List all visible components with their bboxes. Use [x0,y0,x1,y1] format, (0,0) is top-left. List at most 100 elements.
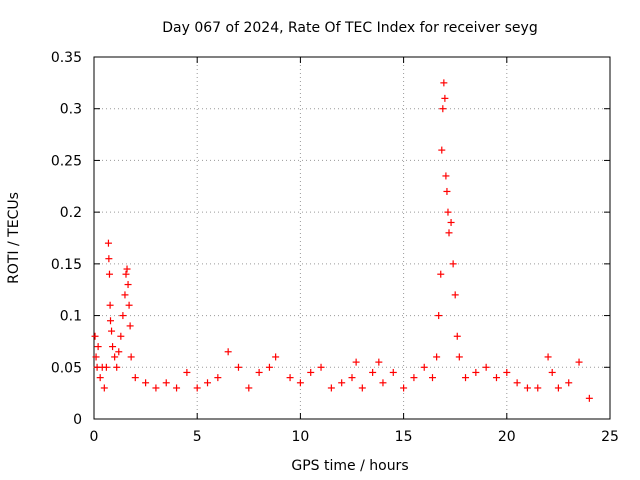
data-point [369,368,377,376]
data-point [455,353,463,361]
data-point [453,332,461,340]
data-point [410,374,418,382]
data-point [108,327,116,335]
data-point [443,187,451,195]
data-point [435,312,443,320]
data-point [444,208,452,216]
x-tick-label: 15 [395,429,413,445]
data-point [183,368,191,376]
grid-lines [94,57,610,419]
plot-frame [93,56,611,420]
data-point [119,312,127,320]
data-point [420,363,428,371]
data-point [548,368,556,376]
y-tick-label: 0.25 [51,153,82,169]
data-point [173,384,181,392]
data-points [91,79,593,402]
data-point [265,363,273,371]
data-point [352,358,360,366]
data-point [451,291,459,299]
data-point [117,332,125,340]
data-point [358,384,366,392]
x-tick-label: 0 [90,429,99,445]
data-point [224,348,232,356]
data-point [379,379,387,387]
data-point [575,358,583,366]
data-point [327,384,335,392]
data-point [152,384,160,392]
data-point [131,374,139,382]
data-point [428,374,436,382]
data-point [462,374,470,382]
data-point [193,384,201,392]
data-point [554,384,562,392]
data-point [122,270,130,278]
y-tick-label: 0.15 [51,257,82,273]
data-point [523,384,531,392]
x-tick-label: 25 [601,429,619,445]
data-point [449,260,457,268]
data-point [105,270,113,278]
y-tick-label: 0.2 [60,205,82,221]
data-point [109,343,117,351]
data-point [307,368,315,376]
x-tick-label: 10 [291,429,309,445]
data-point [565,379,573,387]
data-point [482,363,490,371]
data-point [100,384,108,392]
data-point [125,301,133,309]
axis-ticks: 0 5 10 15 20 25 0 0.05 0.1 0.15 0.2 0.25 0.3 0.35 [51,50,619,445]
x-axis-label: GPS time / hours [291,458,408,474]
y-tick-label: 0.3 [60,102,82,118]
data-point [106,301,114,309]
data-point [255,368,263,376]
data-point [234,363,242,371]
y-tick-label: 0 [73,412,82,428]
data-point [442,172,450,180]
y-tick-label: 0.1 [60,309,82,325]
data-point [400,384,408,392]
data-point [286,374,294,382]
data-point [124,281,132,289]
data-point [348,374,356,382]
data-point [492,374,500,382]
data-point [544,353,552,361]
data-point [437,270,445,278]
data-point [245,384,253,392]
data-point [272,353,280,361]
data-point [503,368,511,376]
data-point [472,368,480,376]
data-point [94,343,102,351]
data-point [123,265,131,273]
data-point [127,353,135,361]
data-point [534,384,542,392]
data-point [441,94,449,102]
data-point [338,379,346,387]
chart-title: Day 067 of 2024, Rate Of TEC Index for r… [162,20,537,36]
data-point [585,394,593,402]
data-point [115,348,123,356]
data-point [513,379,521,387]
data-point [105,255,113,263]
y-tick-label: 0.05 [51,360,82,376]
data-point [104,239,112,247]
data-point [126,322,134,330]
data-point [204,379,212,387]
data-point [296,379,304,387]
data-point [389,368,397,376]
data-point [142,379,150,387]
data-point [317,363,325,371]
data-point [447,218,455,226]
data-point [92,353,100,361]
x-tick-label: 5 [193,429,202,445]
data-point [96,374,104,382]
y-tick-label: 0.35 [51,50,82,66]
x-tick-label: 20 [498,429,516,445]
data-point [445,229,453,237]
data-point [439,105,447,113]
data-point [91,332,99,340]
data-point [113,363,121,371]
data-point [107,317,115,325]
data-point [102,363,110,371]
